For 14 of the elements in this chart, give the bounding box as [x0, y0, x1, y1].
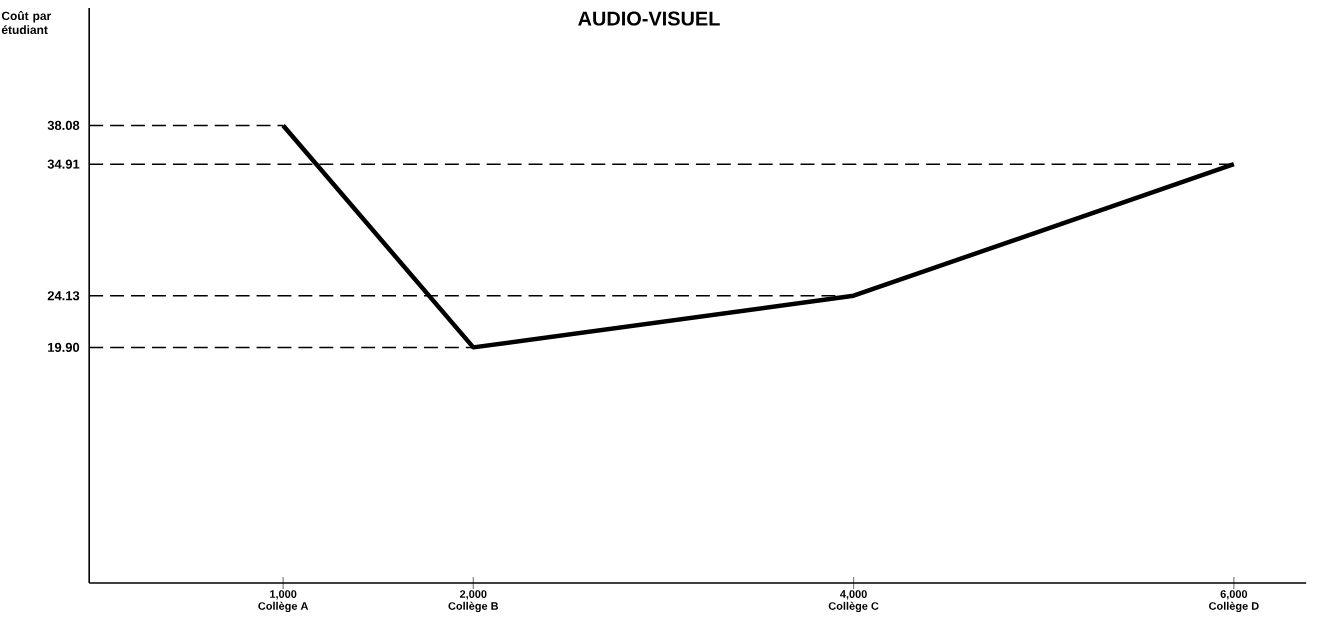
- x-tick-label: 6,000: [1220, 590, 1248, 600]
- y-tick-label: 24.13: [47, 291, 80, 301]
- text: Collège C: [828, 601, 879, 613]
- y-tick-label: 38.08: [47, 120, 80, 131]
- y-tick-label: 34.91: [47, 159, 80, 169]
- text: Collège B: [448, 601, 499, 613]
- text: Collège D: [1209, 601, 1259, 613]
- chart-title: AUDIO-VISUEL: [578, 11, 720, 26]
- y-tick-label: 19.90: [48, 342, 80, 352]
- y-axis-title: Coût par étudiant: [1, 11, 52, 35]
- x-tick-label: 4,000: [840, 590, 867, 600]
- x-tick-label: 2,000: [459, 590, 487, 600]
- text: Collège A: [258, 601, 309, 613]
- x-tick-label: 1,000: [270, 590, 297, 600]
